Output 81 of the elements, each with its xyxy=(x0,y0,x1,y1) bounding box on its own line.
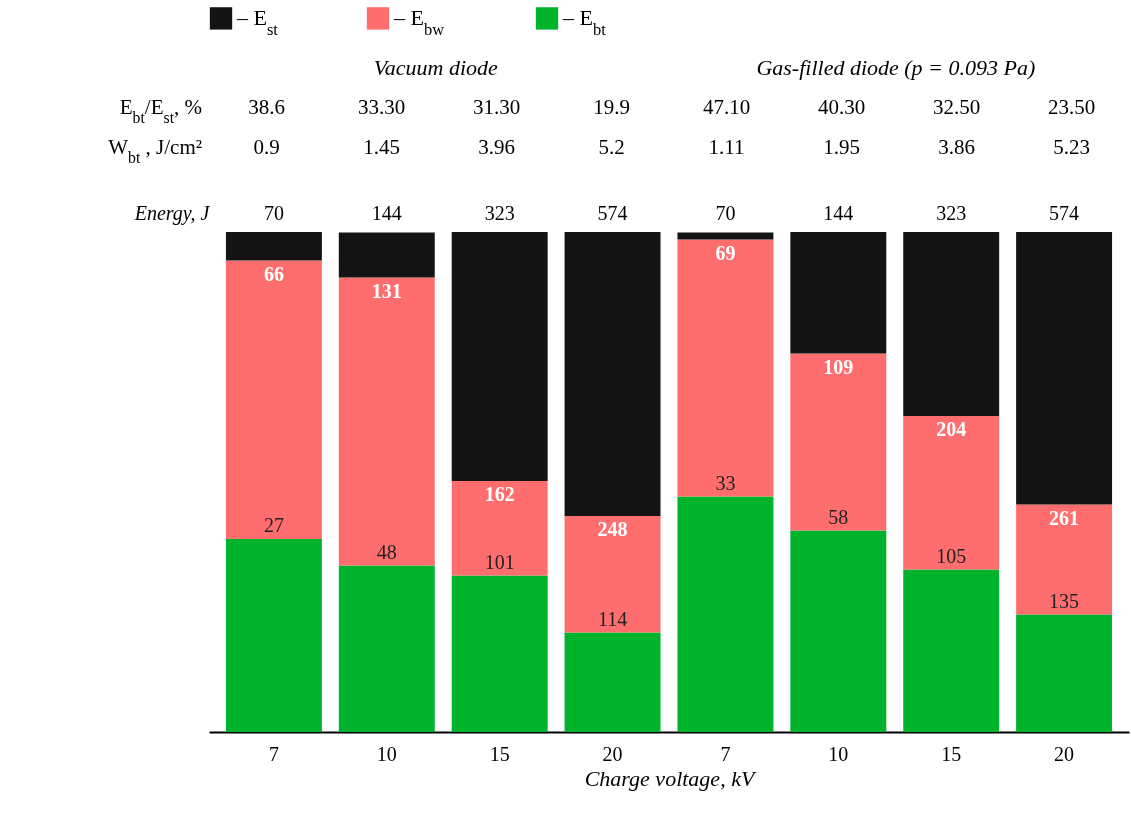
text: 0.9 xyxy=(253,135,280,159)
text: Vacuum diode xyxy=(373,55,499,80)
x-tick-label: 15 xyxy=(489,742,510,765)
bar xyxy=(677,239,774,497)
bar xyxy=(790,353,887,531)
bar xyxy=(564,516,661,633)
annotation: 248 xyxy=(597,518,628,540)
bar xyxy=(564,232,661,516)
bar xyxy=(903,416,1000,570)
annotation: 114 xyxy=(597,607,628,630)
annotation: 69 xyxy=(715,241,736,264)
annotation: 66 xyxy=(263,262,284,285)
bar xyxy=(451,575,548,732)
x-tick-label: 15 xyxy=(941,742,962,765)
text: 70 xyxy=(263,202,284,224)
text: 3.86 xyxy=(938,135,975,159)
bar xyxy=(338,232,435,278)
text: 23.50 xyxy=(1047,95,1096,119)
annotation: 135 xyxy=(1049,589,1080,612)
bar xyxy=(1016,614,1113,732)
text: 47.10 xyxy=(702,95,751,119)
x-tick-label: 10 xyxy=(376,742,397,765)
legend-label: – E$_{bw}$ xyxy=(393,5,445,39)
bar xyxy=(790,232,887,354)
bar xyxy=(677,232,774,240)
text: 144 xyxy=(371,202,402,224)
bar xyxy=(790,530,887,732)
text: 574 xyxy=(597,202,628,224)
annotation: 48 xyxy=(376,540,397,563)
bar xyxy=(225,539,322,732)
bar xyxy=(451,481,548,576)
annotation: 261 xyxy=(1049,506,1080,529)
text: 5.2 xyxy=(598,135,625,159)
bar xyxy=(338,565,435,732)
annotation: 33 xyxy=(715,471,736,494)
annotation: 131 xyxy=(371,279,402,302)
text: 323 xyxy=(936,202,967,224)
annotation: 105 xyxy=(936,544,967,567)
text: 1.45 xyxy=(363,135,400,159)
text: 19.9 xyxy=(593,95,630,119)
text: 3.96 xyxy=(478,135,515,159)
annotation: 27 xyxy=(263,514,284,536)
bar xyxy=(564,632,661,732)
x-axis-title: Charge voltage, kV xyxy=(584,765,757,791)
text: 31.30 xyxy=(472,95,521,119)
text: 40.30 xyxy=(817,95,866,119)
annotation: 109 xyxy=(823,355,854,378)
text: E$_{bt}$/E$_{st}$, % xyxy=(119,95,203,126)
text: 1.11 xyxy=(708,135,745,159)
annotation: 101 xyxy=(484,550,515,573)
annotation: 58 xyxy=(828,505,849,528)
bar xyxy=(1016,232,1113,505)
text: 32.50 xyxy=(932,95,981,119)
text: W$_{bt}$ , J/cm² xyxy=(108,135,203,166)
text: 38.6 xyxy=(248,95,285,119)
text: 33.30 xyxy=(357,95,406,119)
text: 70 xyxy=(715,202,736,224)
bar xyxy=(338,277,435,566)
bar xyxy=(225,260,322,539)
bar xyxy=(225,232,322,261)
x-tick-label: 20 xyxy=(602,742,623,765)
bar xyxy=(677,496,774,732)
text: 1.95 xyxy=(823,135,860,159)
legend-label: – E$_{bt}$ xyxy=(562,5,607,39)
x-tick-label: 7 xyxy=(268,742,279,765)
text: 144 xyxy=(823,202,854,224)
x-tick-label: 10 xyxy=(828,742,849,765)
text: 574 xyxy=(1049,202,1080,224)
text: Energy, J xyxy=(133,202,211,225)
x-tick-label: 7 xyxy=(720,742,731,765)
bar xyxy=(1016,504,1113,615)
bar xyxy=(903,569,1000,732)
legend-label: – E$_{st}$ xyxy=(236,5,279,39)
text: Gas-filled diode (p = 0.093 Pa) xyxy=(756,55,1036,80)
bar xyxy=(451,232,548,481)
text: 323 xyxy=(484,202,515,224)
annotation: 204 xyxy=(936,418,967,440)
annotation: 162 xyxy=(484,483,515,505)
bar xyxy=(903,232,1000,416)
x-tick-label: 20 xyxy=(1054,742,1075,765)
text: 5.23 xyxy=(1053,135,1090,159)
